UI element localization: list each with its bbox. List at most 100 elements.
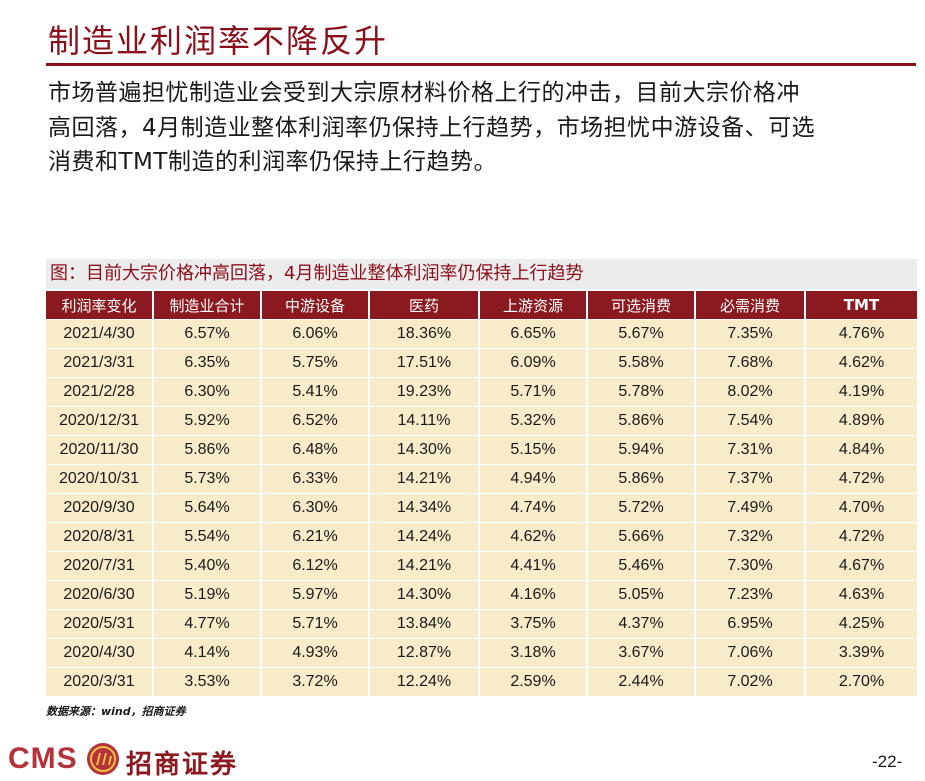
table-row: 2020/4/30 4.14% 4.93% 12.87% 3.18% 3.67% 7.06%… bbox=[46, 639, 917, 667]
value-cell: 5.71% bbox=[262, 610, 370, 638]
value-cell: 5.41% bbox=[262, 378, 370, 406]
value-cell: 8.02% bbox=[696, 378, 806, 406]
date-cell: 2020/3/31 bbox=[46, 668, 154, 696]
value-cell: 4.62% bbox=[806, 349, 917, 377]
page-number: -22- bbox=[872, 752, 903, 771]
value-cell: 6.65% bbox=[480, 320, 588, 348]
value-cell: 4.77% bbox=[154, 610, 262, 638]
table-row: 2021/2/28 6.30% 5.41% 19.23% 5.71% 5.78% 8.02%… bbox=[46, 378, 917, 406]
value-cell: 3.72% bbox=[262, 668, 370, 696]
table-row: 2020/8/31 5.54% 6.21% 14.24% 4.62% 5.66% 7.32%… bbox=[46, 523, 917, 551]
logo-text: CMS bbox=[8, 742, 78, 775]
value-cell: 5.58% bbox=[588, 349, 696, 377]
value-cell: 7.49% bbox=[696, 494, 806, 522]
value-cell: 4.76% bbox=[806, 320, 917, 348]
value-cell: 5.92% bbox=[154, 407, 262, 435]
date-cell: 2020/4/30 bbox=[46, 639, 154, 667]
brand-name: 招商证券 bbox=[126, 750, 239, 780]
value-cell: 5.15% bbox=[480, 436, 588, 464]
table-header-cell: 上游资源 bbox=[480, 291, 588, 319]
value-cell: 4.74% bbox=[480, 494, 588, 522]
value-cell: 2.59% bbox=[480, 668, 588, 696]
table-row: 2020/10/31 5.73% 6.33% 14.21% 4.94% 5.86% 7.37… bbox=[46, 465, 917, 493]
value-cell: 4.41% bbox=[480, 552, 588, 580]
value-cell: 4.14% bbox=[154, 639, 262, 667]
value-cell: 5.71% bbox=[480, 378, 588, 406]
company-logo: CMS 招商证券 bbox=[8, 738, 248, 780]
value-cell: 5.97% bbox=[262, 581, 370, 609]
value-cell: 14.30% bbox=[370, 581, 480, 609]
profit-margin-table: 利润率变化 制造业合计 中游设备 医药 上游资源 可选消费 必需消费 TMT 2021/4/3… bbox=[46, 290, 917, 697]
table-row: 2020/5/31 4.77% 5.71% 13.84% 3.75% 4.37% 6.95%… bbox=[46, 610, 917, 638]
date-cell: 2020/10/31 bbox=[46, 465, 154, 493]
value-cell: 5.19% bbox=[154, 581, 262, 609]
intro-paragraph: 市场普遍担忧制造业会受到大宗原材料价格上行的冲击，目前大宗价格冲 高回落，4月制… bbox=[48, 76, 918, 180]
value-cell: 7.02% bbox=[696, 668, 806, 696]
value-cell: 4.93% bbox=[262, 639, 370, 667]
value-cell: 2.70% bbox=[806, 668, 917, 696]
table-row: 2020/12/31 5.92% 6.52% 14.11% 5.32% 5.86% 7.54… bbox=[46, 407, 917, 435]
table-row: 2020/11/30 5.86% 6.48% 14.30% 5.15% 5.94% 7.31… bbox=[46, 436, 917, 464]
value-cell: 4.25% bbox=[806, 610, 917, 638]
value-cell: 3.53% bbox=[154, 668, 262, 696]
value-cell: 5.78% bbox=[588, 378, 696, 406]
value-cell: 14.21% bbox=[370, 465, 480, 493]
value-cell: 7.31% bbox=[696, 436, 806, 464]
value-cell: 14.30% bbox=[370, 436, 480, 464]
value-cell: 4.89% bbox=[806, 407, 917, 435]
value-cell: 7.06% bbox=[696, 639, 806, 667]
slide-header: 制造业利润率不降反升 bbox=[0, 0, 925, 67]
value-cell: 4.70% bbox=[806, 494, 917, 522]
value-cell: 5.05% bbox=[588, 581, 696, 609]
value-cell: 6.52% bbox=[262, 407, 370, 435]
value-cell: 4.37% bbox=[588, 610, 696, 638]
value-cell: 4.94% bbox=[480, 465, 588, 493]
value-cell: 6.30% bbox=[154, 378, 262, 406]
value-cell: 17.51% bbox=[370, 349, 480, 377]
date-cell: 2020/5/31 bbox=[46, 610, 154, 638]
table-header-cell: 利润率变化 bbox=[46, 291, 154, 319]
slide-title: 制造业利润率不降反升 bbox=[48, 22, 389, 60]
table-row: 2020/7/31 5.40% 6.12% 14.21% 4.41% 5.46% 7.30%… bbox=[46, 552, 917, 580]
date-cell: 2020/6/30 bbox=[46, 581, 154, 609]
value-cell: 4.72% bbox=[806, 523, 917, 551]
table-row: 2021/3/31 6.35% 5.75% 17.51% 6.09% 5.58% 7.68%… bbox=[46, 349, 917, 377]
source-note: 数据来源：wind，招商证券 bbox=[46, 705, 186, 718]
date-cell: 2021/2/28 bbox=[46, 378, 154, 406]
intro-line: 市场普遍担忧制造业会受到大宗原材料价格上行的冲击，目前大宗价格冲 bbox=[48, 80, 800, 106]
value-cell: 6.35% bbox=[154, 349, 262, 377]
value-cell: 14.34% bbox=[370, 494, 480, 522]
table-header-cell: TMT bbox=[806, 291, 917, 319]
value-cell: 7.32% bbox=[696, 523, 806, 551]
value-cell: 4.16% bbox=[480, 581, 588, 609]
value-cell: 2.44% bbox=[588, 668, 696, 696]
date-cell: 2020/11/30 bbox=[46, 436, 154, 464]
value-cell: 3.75% bbox=[480, 610, 588, 638]
value-cell: 4.19% bbox=[806, 378, 917, 406]
value-cell: 5.32% bbox=[480, 407, 588, 435]
value-cell: 7.30% bbox=[696, 552, 806, 580]
date-cell: 2020/12/31 bbox=[46, 407, 154, 435]
value-cell: 5.86% bbox=[588, 407, 696, 435]
value-cell: 6.57% bbox=[154, 320, 262, 348]
table-body: 2021/4/30 6.57% 6.06% 18.36% 6.65% 5.67% 7.35%… bbox=[46, 320, 917, 696]
value-cell: 14.21% bbox=[370, 552, 480, 580]
value-cell: 5.66% bbox=[588, 523, 696, 551]
intro-line: 消费和TMT制造的利润率仍保持上行趋势。 bbox=[48, 149, 497, 175]
value-cell: 19.23% bbox=[370, 378, 480, 406]
value-cell: 7.68% bbox=[696, 349, 806, 377]
value-cell: 5.73% bbox=[154, 465, 262, 493]
value-cell: 3.39% bbox=[806, 639, 917, 667]
value-cell: 4.84% bbox=[806, 436, 917, 464]
value-cell: 5.94% bbox=[588, 436, 696, 464]
value-cell: 6.06% bbox=[262, 320, 370, 348]
table-header-cell: 医药 bbox=[370, 291, 480, 319]
title-divider bbox=[46, 63, 916, 66]
value-cell: 5.75% bbox=[262, 349, 370, 377]
value-cell: 4.62% bbox=[480, 523, 588, 551]
value-cell: 5.64% bbox=[154, 494, 262, 522]
value-cell: 4.63% bbox=[806, 581, 917, 609]
value-cell: 5.86% bbox=[154, 436, 262, 464]
value-cell: 12.87% bbox=[370, 639, 480, 667]
value-cell: 6.30% bbox=[262, 494, 370, 522]
